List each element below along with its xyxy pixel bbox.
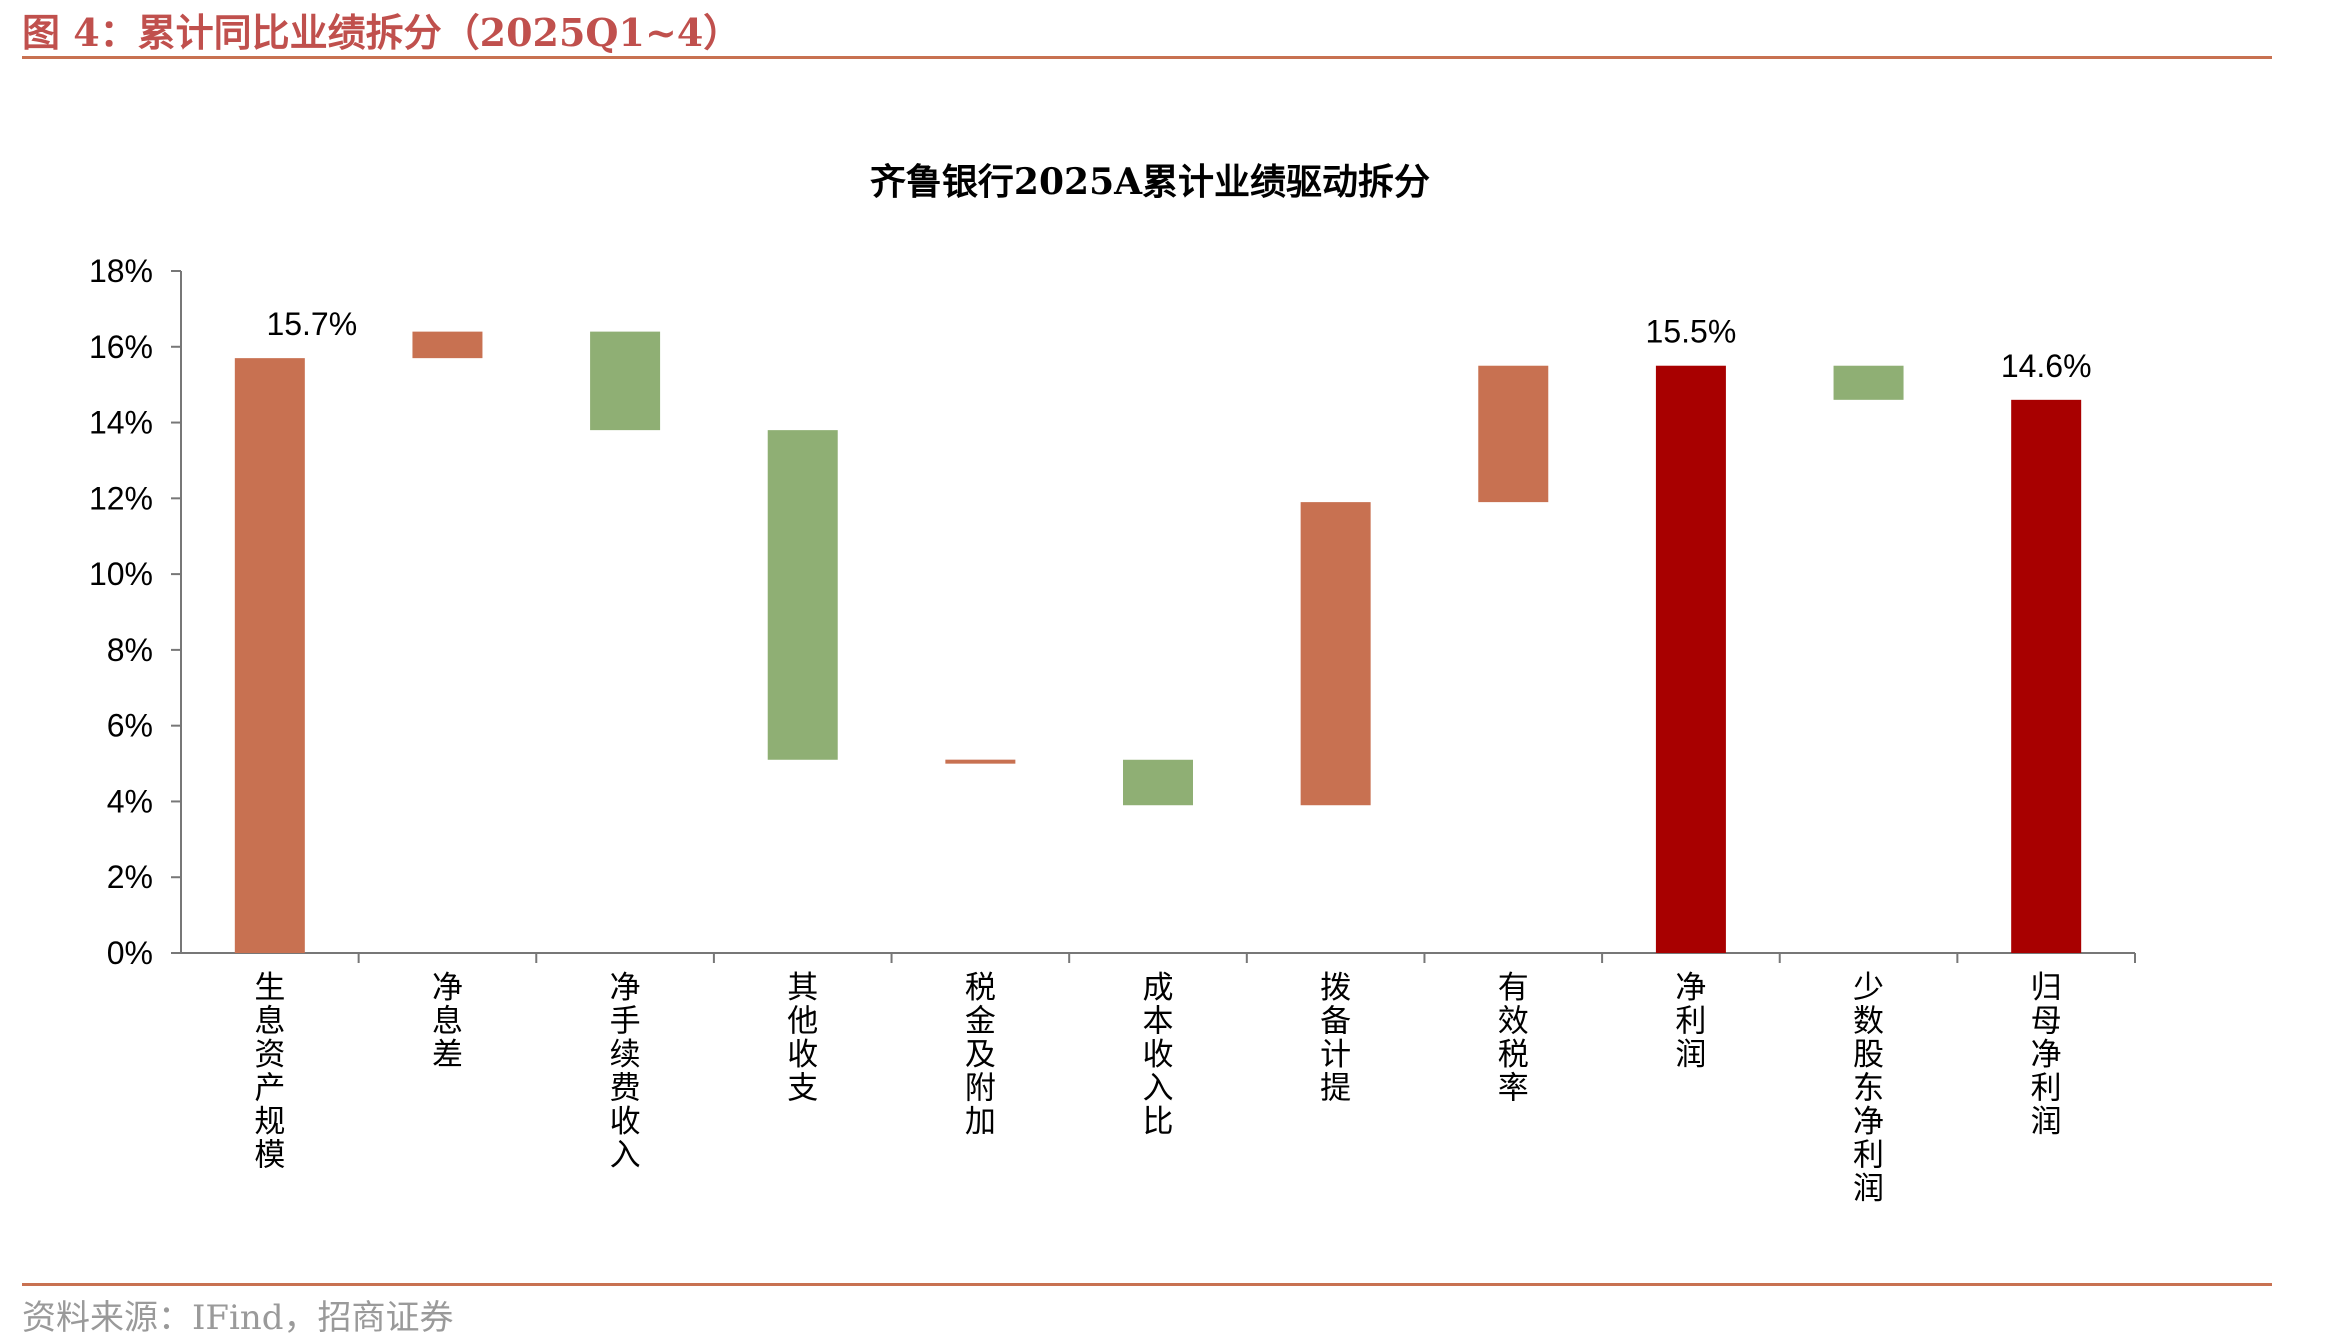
x-category-label: 其他收支	[787, 970, 818, 1107]
chart-title: 齐鲁银行2025A累计业绩驱动拆分	[870, 161, 1430, 203]
x-category-label: 拨备计提	[1320, 970, 1351, 1107]
bar-6	[1123, 759, 1193, 806]
x-category-label: 净息差	[432, 970, 463, 1073]
x-category-label: 归母净利润	[2031, 970, 2062, 1140]
y-tick-label: 0%	[107, 935, 153, 971]
y-tick-label: 18%	[89, 253, 153, 289]
figure-header: 图 4：累计同比业绩拆分（2025Q1~4）	[22, 0, 2272, 56]
y-tick-label: 6%	[107, 708, 153, 744]
header-rule	[22, 56, 2272, 59]
x-category-label: 净手续费收入	[610, 970, 641, 1174]
bar-3	[590, 331, 661, 431]
bar-1	[234, 358, 305, 954]
data-label: 15.7%	[266, 306, 357, 342]
x-category-label: 生息资产规模	[254, 970, 285, 1174]
y-tick-label: 8%	[107, 632, 153, 668]
x-category-label: 少数股东净利润	[1853, 970, 1884, 1207]
data-label: 15.5%	[1646, 314, 1737, 350]
chart-data-labels: 15.7% 15.5% 14.6%	[266, 306, 2091, 384]
x-category-label: 有效税率	[1498, 970, 1529, 1107]
y-tick-label: 10%	[89, 556, 153, 592]
bar-5	[945, 759, 1016, 764]
bar-10	[1833, 365, 1904, 400]
y-tick-label: 16%	[89, 329, 153, 365]
chart-axes: 0% 2% 4% 6% 8% 10% 12% 14% 16% 18%	[89, 253, 2136, 971]
y-tick-label: 14%	[89, 405, 153, 441]
y-tick-label: 12%	[89, 480, 153, 516]
y-tick-label: 4%	[107, 783, 153, 819]
source-note: 资料来源：IFind，招商证券	[22, 1298, 454, 1338]
x-category-label: 成本收入比	[1143, 970, 1174, 1140]
bar-8	[1478, 365, 1549, 503]
chart-category-labels: 生息资产规模 净息差 净手续费收入 其他收支 税金及附加 成本收入比 拨备计提 有效税率 净利润…	[254, 970, 2061, 1207]
bar-7	[1300, 502, 1371, 806]
footer-rule	[22, 1283, 2272, 1286]
bar-11	[2011, 399, 2082, 953]
data-label: 14.6%	[2001, 348, 2092, 384]
chart-bars	[234, 331, 2082, 954]
y-tick-label: 2%	[107, 859, 153, 895]
figure-title: 图 4：累计同比业绩拆分（2025Q1~4）	[22, 10, 742, 55]
bar-2	[412, 331, 483, 359]
bar-9	[1655, 365, 1726, 953]
bar-4	[767, 430, 838, 760]
x-category-label: 税金及附加	[965, 970, 996, 1140]
x-category-label: 净利润	[1675, 970, 1706, 1073]
